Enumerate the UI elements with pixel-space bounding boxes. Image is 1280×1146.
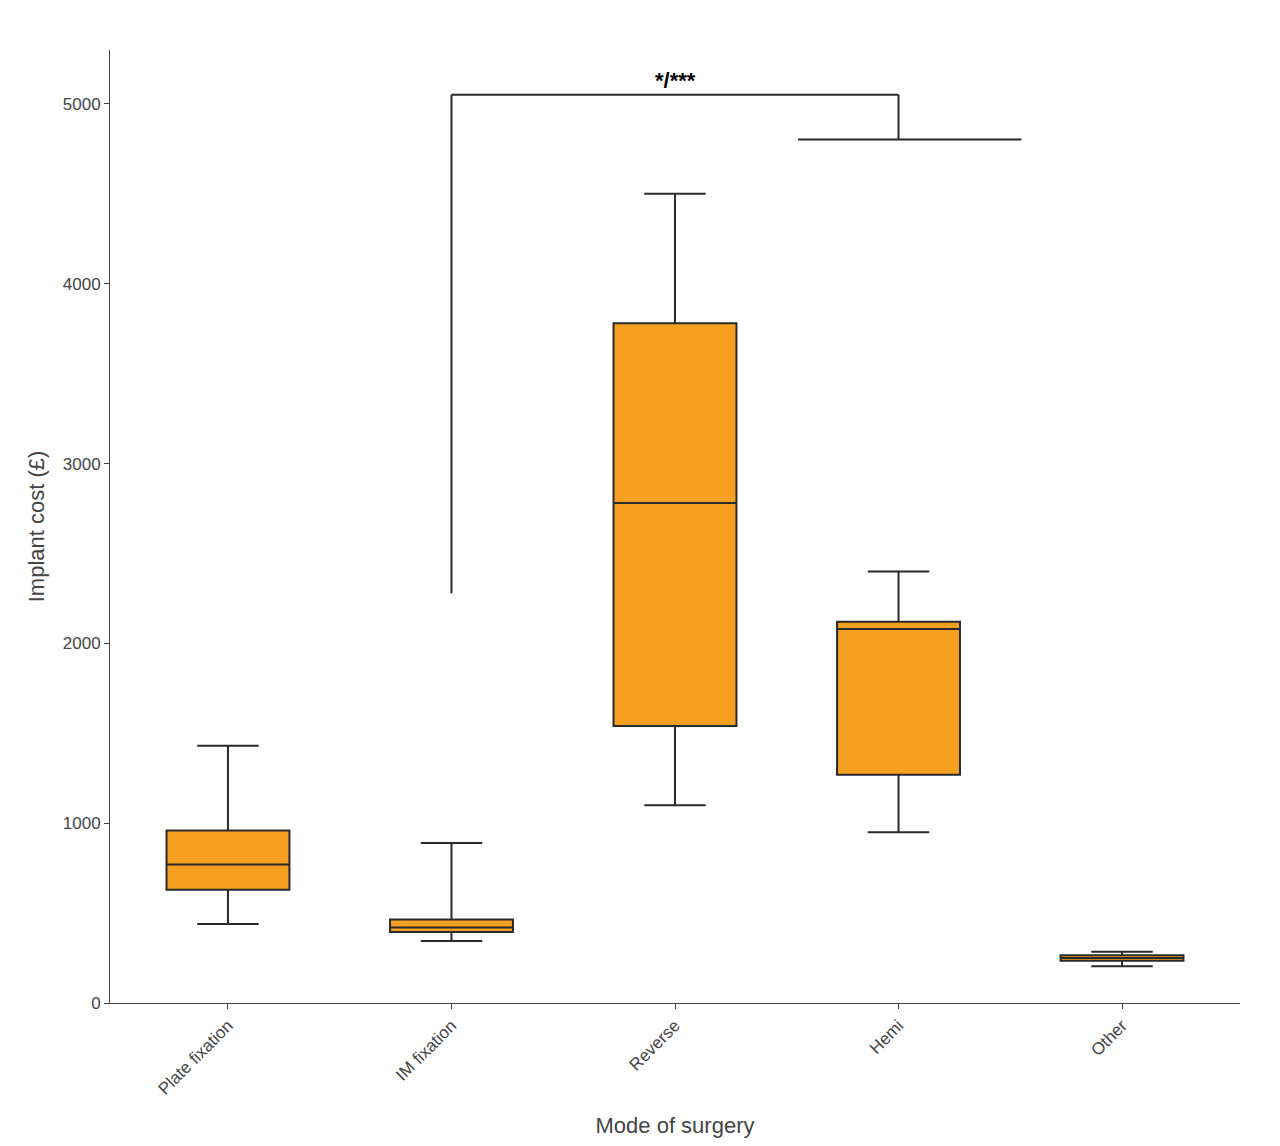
svg-text:Reverse: Reverse	[626, 1016, 684, 1074]
svg-text:5000: 5000	[63, 95, 101, 114]
svg-text:IM fixation: IM fixation	[392, 1016, 460, 1084]
svg-text:3000: 3000	[63, 455, 101, 474]
svg-text:Mode of surgery: Mode of surgery	[596, 1113, 755, 1138]
svg-text:*/***: */***	[655, 68, 696, 93]
svg-text:0: 0	[91, 994, 100, 1013]
svg-text:Plate fixation: Plate fixation	[155, 1016, 237, 1098]
svg-text:Implant cost (£): Implant cost (£)	[24, 451, 49, 603]
svg-text:1000: 1000	[63, 814, 101, 833]
svg-text:Other: Other	[1087, 1016, 1131, 1060]
svg-text:2000: 2000	[63, 634, 101, 653]
svg-text:4000: 4000	[63, 275, 101, 294]
svg-text:Hemi: Hemi	[866, 1016, 907, 1057]
